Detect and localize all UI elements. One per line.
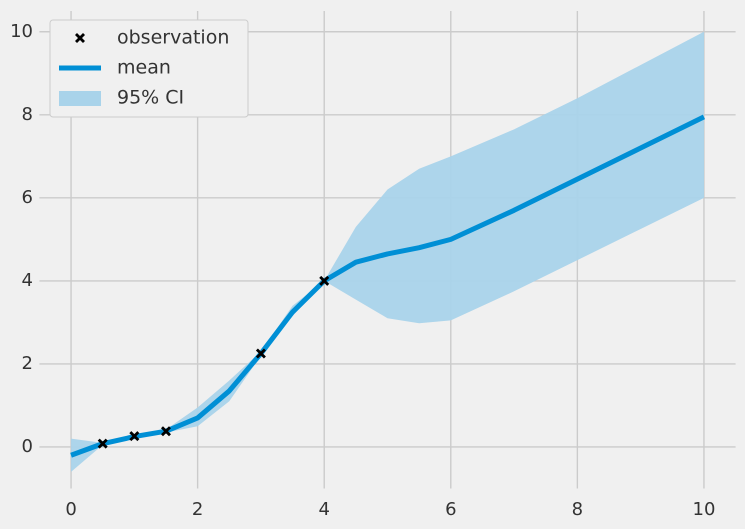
x-tick-label: 4 bbox=[318, 499, 329, 520]
x-tick-label: 8 bbox=[572, 499, 583, 520]
legend-marker bbox=[75, 33, 85, 43]
y-tick-label: 10 bbox=[10, 21, 33, 42]
y-tick-label: 4 bbox=[22, 270, 33, 291]
observation-point bbox=[255, 348, 266, 359]
x-tick-label: 0 bbox=[65, 499, 76, 520]
y-tick-label: 0 bbox=[22, 436, 33, 457]
y-tick-label: 2 bbox=[22, 353, 33, 374]
observation-point bbox=[160, 426, 171, 437]
y-tick-label: 6 bbox=[22, 187, 33, 208]
x-tick-label: 6 bbox=[445, 499, 456, 520]
legend-label: mean bbox=[117, 57, 171, 79]
x-tick-label: 2 bbox=[192, 499, 203, 520]
observation-point bbox=[129, 431, 140, 442]
legend-label: 95% CI bbox=[117, 87, 184, 109]
legend-marker bbox=[59, 91, 101, 106]
legend-label: observation bbox=[117, 27, 229, 49]
legend: observation mean 95% CI bbox=[49, 19, 249, 118]
observation-point bbox=[319, 275, 330, 286]
x-tick-label: 10 bbox=[693, 499, 716, 520]
y-tick-label: 8 bbox=[22, 104, 33, 125]
observation-point bbox=[97, 438, 108, 449]
